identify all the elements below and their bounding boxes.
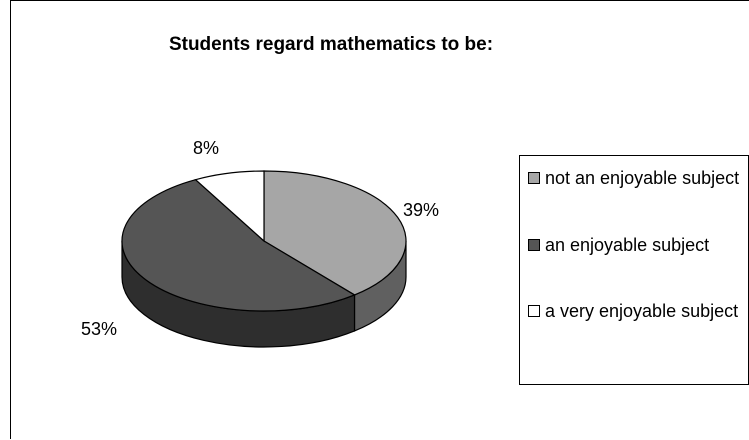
pie-slice-not-enjoyable [263,170,407,296]
legend: not an enjoyable subject an enjoyable su… [519,155,749,385]
legend-label: a very enjoyable subject [545,301,739,321]
legend-item-enjoyable: an enjoyable subject [528,233,743,258]
pie-slice-enjoyable [121,178,356,312]
pie-chart-svg [121,170,407,348]
pie-slice-very-enjoyable [194,170,265,243]
legend-label: an enjoyable subject [545,235,710,255]
data-label-not-enjoyable: 39% [403,200,440,220]
data-label-very-enjoyable: 8% [193,138,220,158]
legend-item-not-enjoyable: not an enjoyable subject [528,166,743,216]
legend-swatch-enjoyable [528,239,540,251]
legend-swatch-very-enjoyable [528,305,540,317]
chart-title: Students regard mathematics to be: [168,34,494,55]
legend-item-very-enjoyable: a very enjoyable subject [528,299,743,349]
legend-label: not an enjoyable subject [545,168,740,188]
data-label-enjoyable: 53% [81,319,118,339]
legend-swatch-not-enjoyable [528,172,540,184]
